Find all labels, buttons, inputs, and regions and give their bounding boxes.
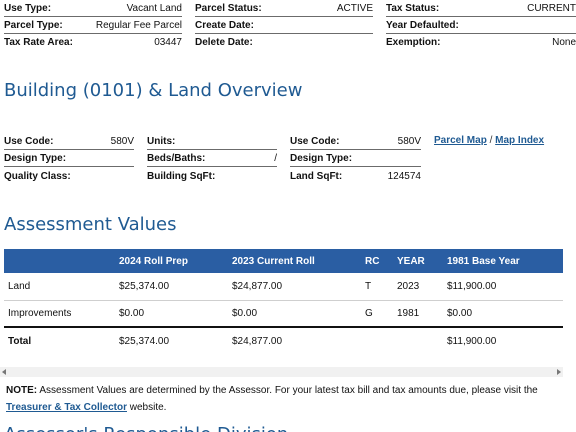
- year-defaulted-row: Year Defaulted:: [386, 17, 576, 34]
- improvements-base-year-value: $0.00: [443, 300, 563, 328]
- delete-date-row: Delete Date:: [195, 34, 373, 51]
- improvements-year: 1981: [393, 300, 443, 328]
- land-use-code-value: 580V: [397, 135, 421, 147]
- total-rc: [361, 326, 393, 354]
- land-sqft-row: Land SqFt: 124574: [290, 168, 421, 185]
- exemption-row: Exemption: None: [386, 34, 576, 51]
- units-row: Units:: [147, 133, 277, 150]
- land-use-code-row: Use Code: 580V: [290, 133, 421, 150]
- land-row-label: Land: [4, 273, 115, 301]
- assessment-header-row: 2024 Roll Prep 2023 Current Roll RC YEAR…: [4, 249, 563, 273]
- tax-rate-area-value: 03447: [154, 37, 182, 48]
- note-suffix: website.: [126, 402, 167, 413]
- beds-baths-row: Beds/Baths: /: [147, 150, 277, 167]
- parcel-map-link[interactable]: Parcel Map: [434, 135, 487, 146]
- scroll-right-arrow-icon[interactable]: [557, 369, 561, 375]
- table-row: Land $25,374.00 $24,877.00 T 2023 $11,90…: [4, 273, 563, 301]
- use-type-value: Vacant Land: [126, 2, 182, 14]
- building-sqft-row: Building SqFt:: [147, 168, 277, 185]
- land-design-type-row: Design Type:: [290, 150, 421, 167]
- beds-baths-value: /: [274, 152, 277, 164]
- tax-rate-area-label: Tax Rate Area:: [4, 37, 73, 48]
- use-type-label: Use Type:: [4, 2, 52, 14]
- note-text: Assessment Values are determined by the …: [37, 385, 538, 396]
- improvements-rc: G: [361, 300, 393, 328]
- responsible-division-heading: Assessor's Responsible Division: [4, 424, 288, 432]
- land-2023-value: $24,877.00: [228, 273, 361, 301]
- map-index-link[interactable]: Map Index: [495, 135, 545, 146]
- scroll-left-arrow-icon[interactable]: [2, 369, 6, 375]
- tax-status-row: Tax Status: CURRENT: [386, 0, 576, 17]
- land-use-code-label: Use Code:: [290, 135, 340, 147]
- tax-rate-area-row: Tax Rate Area: 03447: [4, 34, 182, 51]
- col-header-year: YEAR: [393, 249, 443, 273]
- delete-date-label: Delete Date:: [195, 37, 253, 48]
- table-row: Improvements $0.00 $0.00 G 1981 $0.00: [4, 300, 563, 328]
- quality-class-row: Quality Class:: [4, 168, 134, 185]
- total-year: [393, 326, 443, 354]
- treasurer-tax-collector-link[interactable]: Treasurer & Tax Collector: [6, 402, 127, 413]
- col-header-rc: RC: [361, 249, 393, 273]
- exemption-label: Exemption:: [386, 37, 441, 48]
- total-2023-value: $24,877.00: [228, 326, 361, 354]
- improvements-2023-value: $0.00: [228, 300, 361, 328]
- beds-baths-label: Beds/Baths:: [147, 152, 206, 164]
- col-header-type: [4, 249, 115, 273]
- assessment-note: NOTE: Assessment Values are determined b…: [6, 382, 568, 416]
- map-links: Parcel Map / Map Index: [434, 135, 544, 146]
- parcel-type-value: Regular Fee Parcel: [95, 19, 182, 31]
- assessment-values-heading: Assessment Values: [4, 214, 177, 235]
- building-use-code-label: Use Code:: [4, 135, 54, 147]
- total-row-label: Total: [4, 326, 115, 354]
- building-use-code-value: 580V: [110, 135, 134, 147]
- table-horizontal-scrollbar[interactable]: [0, 367, 563, 377]
- building-sqft-label: Building SqFt:: [147, 171, 216, 182]
- total-row: Total $25,374.00 $24,877.00 $11,900.00: [4, 326, 563, 354]
- col-header-1981-base-year: 1981 Base Year: [443, 249, 563, 273]
- total-2024-value: $25,374.00: [115, 326, 228, 354]
- building-design-type-label: Design Type:: [4, 152, 67, 164]
- parcel-type-row: Parcel Type: Regular Fee Parcel: [4, 17, 182, 34]
- create-date-row: Create Date:: [195, 17, 373, 34]
- parcel-status-value: ACTIVE: [336, 2, 373, 14]
- improvements-2024-value: $0.00: [115, 300, 228, 328]
- total-base-year-value: $11,900.00: [443, 326, 563, 354]
- exemption-value: None: [552, 37, 576, 48]
- tax-status-value: CURRENT: [527, 2, 576, 14]
- col-header-2024-roll-prep: 2024 Roll Prep: [115, 249, 228, 273]
- use-type-row: Use Type: Vacant Land: [4, 0, 182, 17]
- building-use-code-row: Use Code: 580V: [4, 133, 134, 150]
- parcel-status-row: Parcel Status: ACTIVE: [195, 0, 373, 17]
- tax-status-label: Tax Status:: [386, 2, 440, 14]
- col-header-2023-current-roll: 2023 Current Roll: [228, 249, 361, 273]
- land-design-type-label: Design Type:: [290, 152, 353, 164]
- assessment-table: 2024 Roll Prep 2023 Current Roll RC YEAR…: [4, 249, 563, 354]
- year-defaulted-label: Year Defaulted:: [386, 19, 459, 31]
- land-sqft-label: Land SqFt:: [290, 171, 343, 182]
- land-2024-value: $25,374.00: [115, 273, 228, 301]
- note-label: NOTE:: [6, 385, 38, 396]
- parcel-type-label: Parcel Type:: [4, 19, 63, 31]
- quality-class-label: Quality Class:: [4, 171, 71, 182]
- improvements-row-label: Improvements: [4, 300, 115, 328]
- building-design-type-row: Design Type:: [4, 150, 134, 167]
- create-date-label: Create Date:: [195, 19, 254, 31]
- land-sqft-value: 124574: [387, 171, 421, 182]
- land-rc: T: [361, 273, 393, 301]
- units-label: Units:: [147, 135, 176, 147]
- land-year: 2023: [393, 273, 443, 301]
- parcel-status-label: Parcel Status:: [195, 2, 262, 14]
- building-overview-heading: Building (0101) & Land Overview: [4, 80, 303, 101]
- map-links-separator: /: [489, 135, 493, 146]
- land-base-year-value: $11,900.00: [443, 273, 563, 301]
